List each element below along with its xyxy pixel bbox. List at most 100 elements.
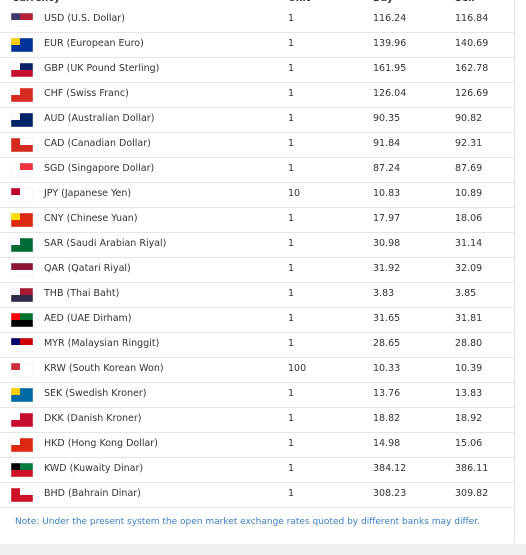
sell-rate: 386.11: [455, 463, 489, 474]
sell-rate: 162.78: [455, 63, 489, 74]
table-row: CHF (Swiss Franc) 1 126.04 126.69: [0, 82, 514, 108]
sell-rate: 31.14: [455, 238, 483, 249]
sell-rate: 140.69: [455, 38, 489, 49]
buy-rate: 31.92: [373, 263, 401, 274]
header-cell: Currency: [12, 0, 60, 4]
currency-name: AED (UAE Dirham): [44, 313, 132, 324]
unit: 100: [288, 363, 307, 374]
unit: 1: [288, 88, 295, 99]
flag: [11, 463, 33, 477]
flag: [11, 13, 33, 27]
table-row: JPY (Japanese Yen) 10 10.83 10.89: [0, 182, 514, 208]
flag: [11, 263, 33, 277]
currency-name: SAR (Saudi Arabian Riyal): [44, 238, 167, 249]
flag: [11, 488, 33, 502]
unit: 1: [288, 438, 295, 449]
buy-rate: 18.82: [373, 413, 401, 424]
sell-rate: 32.09: [455, 263, 483, 274]
table-row: CNY (Chinese Yuan) 1 17.97 18.06: [0, 207, 514, 233]
buy-rate: 116.24: [373, 13, 407, 24]
currency-name: USD (U.S. Dollar): [44, 13, 125, 24]
table-row: QAR (Qatari Riyal) 1 31.92 32.09: [0, 257, 514, 283]
buy-rate: 139.96: [373, 38, 407, 49]
table-row: SGD (Singapore Dollar) 1 87.24 87.69: [0, 157, 514, 183]
buy-rate: 91.84: [373, 138, 401, 149]
currency-name: KWD (Kuwaity Dinar): [44, 463, 144, 474]
currency-name: AUD (Australian Dollar): [44, 113, 155, 124]
unit: 1: [288, 413, 295, 424]
buy-rate: 10.33: [373, 363, 401, 374]
table-row: MYR (Malaysian Ringgit) 1 28.65 28.80: [0, 332, 514, 358]
sell-rate: 28.80: [455, 338, 483, 349]
buy-rate: 126.04: [373, 88, 407, 99]
flag: [11, 163, 33, 177]
footer-strip: [0, 544, 526, 555]
buy-rate: 384.12: [373, 463, 407, 474]
sell-rate: 116.84: [455, 13, 489, 24]
currency-name: DKK (Danish Kroner): [44, 413, 142, 424]
flag: [11, 363, 33, 377]
unit: 1: [288, 163, 295, 174]
currency-name: SEK (Swedish Kroner): [44, 388, 147, 399]
flag: [11, 88, 33, 102]
buy-rate: 30.98: [373, 238, 401, 249]
unit: 1: [288, 63, 295, 74]
sell-rate: 10.89: [455, 188, 483, 199]
currency-name: QAR (Qatari Riyal): [44, 263, 131, 274]
unit: 1: [288, 213, 295, 224]
table-row: HKD (Hong Kong Dollar) 1 14.98 15.06: [0, 432, 514, 458]
header-cell: Sell: [455, 0, 475, 4]
buy-rate: 161.95: [373, 63, 407, 74]
buy-rate: 87.24: [373, 163, 401, 174]
table-row: USD (U.S. Dollar) 1 116.24 116.84: [0, 7, 514, 33]
sell-rate: 18.92: [455, 413, 483, 424]
unit: 1: [288, 288, 295, 299]
table-row: GBP (UK Pound Sterling) 1 161.95 162.78: [0, 57, 514, 83]
table-row: KRW (South Korean Won) 100 10.33 10.39: [0, 357, 514, 383]
currency-name: THB (Thai Baht): [44, 288, 120, 299]
currency-name: HKD (Hong Kong Dollar): [44, 438, 158, 449]
buy-rate: 90.35: [373, 113, 401, 124]
sell-rate: 15.06: [455, 438, 483, 449]
unit: 1: [288, 338, 295, 349]
header-cell: Unit: [288, 0, 310, 4]
currency-name: KRW (South Korean Won): [44, 363, 164, 374]
unit: 1: [288, 113, 295, 124]
unit: 1: [288, 463, 295, 474]
buy-rate: 308.23: [373, 488, 407, 499]
rates-table: CurrencyUnitBuySellUSD (U.S. Dollar)1116…: [0, 0, 515, 543]
sell-rate: 90.82: [455, 113, 483, 124]
note: Note: Under the present system the open …: [15, 517, 480, 527]
buy-rate: 17.97: [373, 213, 401, 224]
unit: 1: [288, 138, 295, 149]
sell-rate: 13.83: [455, 388, 483, 399]
header-cell: Buy: [373, 0, 393, 4]
currency-name: BHD (Bahrain Dinar): [44, 488, 141, 499]
currency-name: EUR (European Euro): [44, 38, 144, 49]
unit: 1: [288, 263, 295, 274]
sell-rate: 309.82: [455, 488, 489, 499]
table-row: DKK (Danish Kroner) 1 18.82 18.92: [0, 407, 514, 433]
flag: [11, 138, 33, 152]
flag: [11, 288, 33, 302]
table-row: AUD (Australian Dollar) 1 90.35 90.82: [0, 107, 514, 133]
currency-name: SGD (Singapore Dollar): [44, 163, 155, 174]
currency-name: MYR (Malaysian Ringgit): [44, 338, 160, 349]
table-row: SEK (Swedish Kroner) 1 13.76 13.83: [0, 382, 514, 408]
table-row: CAD (Canadian Dollar) 1 91.84 92.31: [0, 132, 514, 158]
unit: 1: [288, 488, 295, 499]
unit: 10: [288, 188, 301, 199]
unit: 1: [288, 38, 295, 49]
flag: [11, 238, 33, 252]
flag: [11, 338, 33, 352]
flag: [11, 413, 33, 427]
unit: 1: [288, 238, 295, 249]
sell-rate: 126.69: [455, 88, 489, 99]
table-row: SAR (Saudi Arabian Riyal) 1 30.98 31.14: [0, 232, 514, 258]
table-row: AED (UAE Dirham) 1 31.65 31.81: [0, 307, 514, 333]
flag: [11, 213, 33, 227]
buy-rate: 3.83: [373, 288, 395, 299]
sell-rate: 18.06: [455, 213, 483, 224]
sell-rate: 10.39: [455, 363, 483, 374]
